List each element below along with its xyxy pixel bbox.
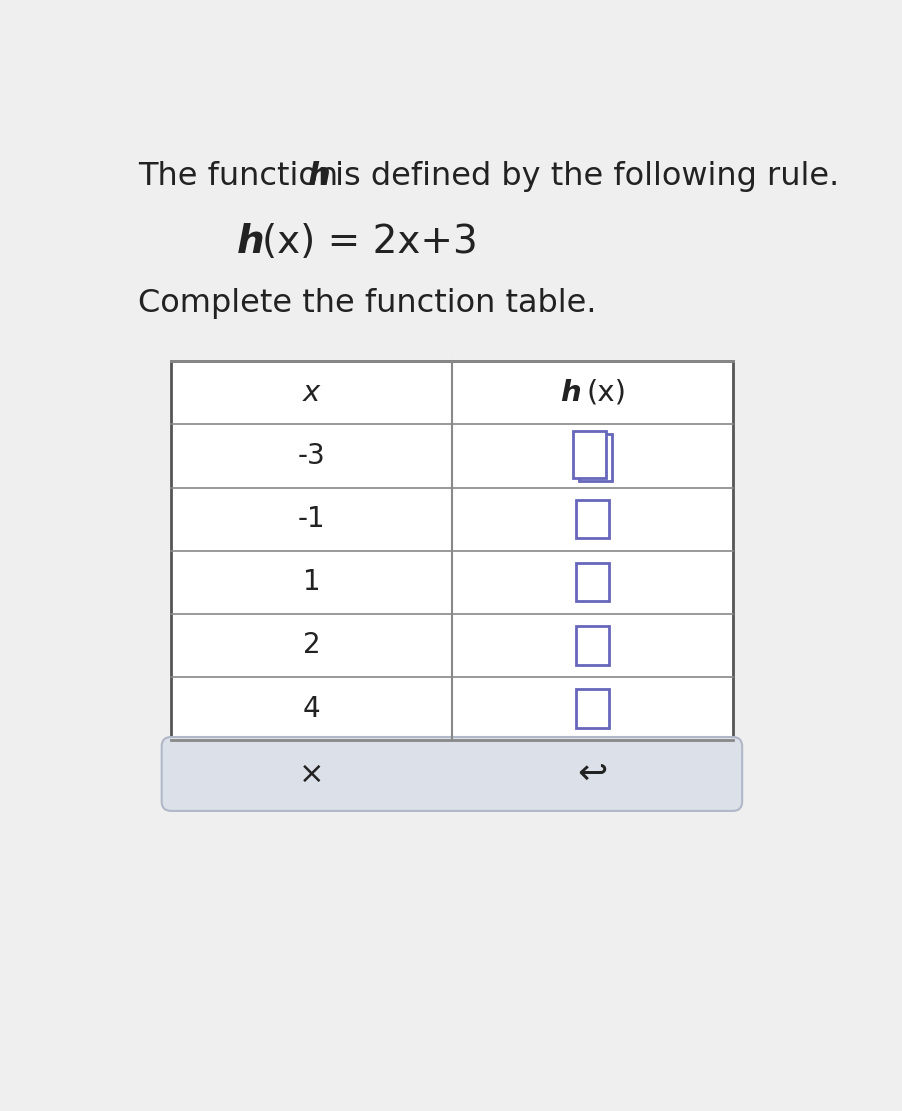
Text: ×: × bbox=[299, 760, 324, 789]
Bar bbox=[573, 431, 605, 478]
Text: ↩: ↩ bbox=[576, 757, 607, 791]
Text: is defined by the following rule.: is defined by the following rule. bbox=[325, 161, 839, 192]
Bar bbox=[575, 627, 608, 664]
Bar bbox=[575, 500, 608, 539]
Text: 4: 4 bbox=[302, 694, 320, 722]
Text: 1: 1 bbox=[302, 568, 320, 597]
Text: (x) = 2x+3: (x) = 2x+3 bbox=[262, 223, 477, 261]
Text: Complete the function table.: Complete the function table. bbox=[137, 288, 595, 319]
Bar bbox=[170, 361, 732, 740]
Text: The function: The function bbox=[137, 161, 347, 192]
Bar bbox=[575, 563, 608, 601]
FancyBboxPatch shape bbox=[161, 737, 741, 811]
Text: -1: -1 bbox=[298, 506, 325, 533]
Bar bbox=[575, 689, 608, 728]
Bar bbox=[578, 433, 611, 481]
Text: h: h bbox=[560, 379, 581, 407]
Text: x: x bbox=[302, 379, 319, 407]
Text: -3: -3 bbox=[298, 442, 325, 470]
Text: 2: 2 bbox=[302, 631, 320, 659]
Text: h: h bbox=[236, 223, 264, 261]
Text: (x): (x) bbox=[585, 379, 626, 407]
Text: h: h bbox=[307, 161, 329, 192]
